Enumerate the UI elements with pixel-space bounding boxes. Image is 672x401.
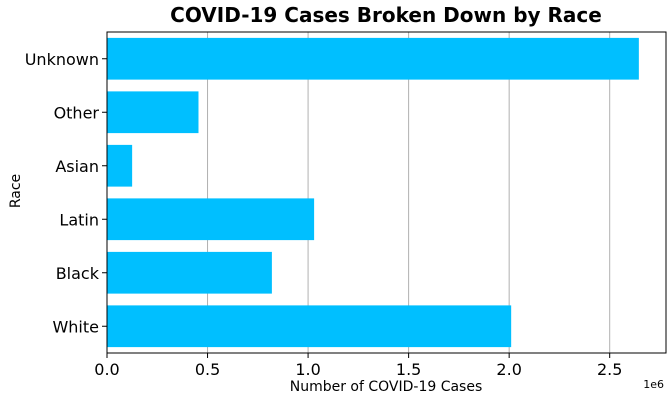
y-tick-label-black: Black bbox=[56, 264, 100, 283]
y-tick-label-unknown: Unknown bbox=[25, 50, 99, 69]
y-tick-label-other: Other bbox=[54, 103, 100, 122]
y-tick-label-latin: Latin bbox=[59, 210, 99, 229]
bar-asian bbox=[107, 144, 133, 187]
bar-black bbox=[107, 251, 272, 294]
x-tick-label: 0.5 bbox=[195, 360, 220, 379]
x-axis-offset-label: 1e6 bbox=[643, 378, 664, 391]
bar-latin bbox=[107, 198, 315, 241]
gridlines bbox=[207, 32, 611, 353]
x-tick-label: 2.5 bbox=[597, 360, 622, 379]
y-axis-label: Race bbox=[8, 174, 24, 208]
x-axis-label: Number of COVID-19 Cases bbox=[290, 379, 483, 395]
y-tick-label-asian: Asian bbox=[55, 157, 99, 176]
y-axis-ticks: White Black Latin Asian Other Unknown bbox=[25, 50, 107, 336]
plot-frame bbox=[106, 31, 667, 354]
bar-white bbox=[107, 305, 512, 348]
x-tick-label: 1.5 bbox=[396, 360, 421, 379]
y-tick-label-white: White bbox=[52, 317, 99, 336]
x-tick-label: 2.0 bbox=[496, 360, 521, 379]
x-axis-ticks: 0.0 0.5 1.0 1.5 2.0 2.5 bbox=[94, 353, 622, 379]
bar-other bbox=[107, 91, 199, 134]
chart-title: COVID-19 Cases Broken Down by Race bbox=[170, 3, 602, 27]
x-tick-label: 0.0 bbox=[94, 360, 119, 379]
x-tick-label: 1.0 bbox=[295, 360, 320, 379]
bars bbox=[107, 37, 639, 348]
bar-unknown bbox=[107, 37, 639, 80]
